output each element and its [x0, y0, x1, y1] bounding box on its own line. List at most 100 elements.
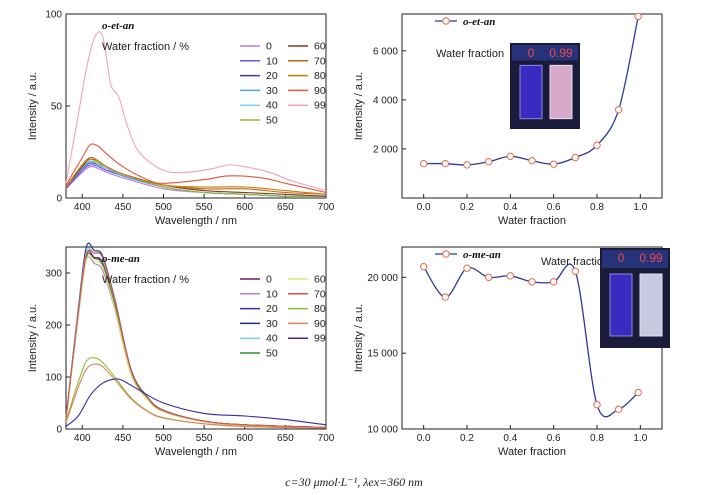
- x-tick-label: 400: [74, 433, 91, 444]
- data-point-3: [484, 273, 493, 282]
- legend-label-10: 10: [266, 55, 278, 67]
- series-line-90: [65, 143, 327, 194]
- vial-photo: 0 0.99: [600, 248, 670, 348]
- x-tick-label: 0.2: [460, 433, 474, 444]
- legend-label-90: 90: [314, 85, 326, 97]
- legend-label-70: 70: [314, 288, 326, 300]
- series-line-80: [65, 158, 327, 195]
- x-tick-label: 0.2: [460, 202, 474, 213]
- y-tick-label: 100: [45, 373, 62, 384]
- legend-label-30: 30: [266, 318, 278, 330]
- vial-right: [549, 64, 573, 120]
- data-point-7: [571, 153, 580, 162]
- data-point-0: [419, 159, 428, 168]
- vial-right: [639, 273, 663, 337]
- data-point-1: [441, 159, 450, 168]
- y-tick-label: 0: [56, 425, 62, 436]
- y-tick-label: 300: [45, 269, 62, 280]
- photo-caps: [602, 250, 668, 268]
- plot-frame: [401, 13, 663, 199]
- x-tick-label: 1.0: [633, 202, 647, 213]
- y-tick-label: 0: [56, 194, 62, 205]
- x-tick-label: 0.6: [547, 202, 561, 213]
- data-point-7: [571, 267, 580, 275]
- x-axis-label: Water fraction: [498, 446, 566, 458]
- x-tick-label: 0.4: [503, 202, 517, 213]
- y-axis-label: Intensity / a.u.: [27, 304, 39, 372]
- y-tick-label: 15 000: [367, 349, 398, 360]
- legend-label-40: 40: [266, 333, 278, 345]
- series-line-70: [65, 249, 327, 428]
- data-point-1: [441, 293, 450, 301]
- series-line-60: [65, 255, 327, 428]
- legend-label-90: 90: [314, 318, 326, 330]
- data-point-6: [549, 278, 558, 286]
- data-point-5: [528, 278, 536, 286]
- x-tick-label: 600: [236, 433, 253, 444]
- vial-left: [609, 273, 633, 337]
- legend-label-99: 99: [314, 333, 326, 345]
- x-tick-label: 1.0: [633, 433, 647, 444]
- x-tick-label: 0.0: [417, 202, 431, 213]
- data-point-4: [506, 272, 515, 280]
- panel-o-me-an-spectra: 400 450 500 550 600 650 7000100200300Wavelengt…: [27, 242, 335, 458]
- legend-label-0: 0: [266, 41, 272, 53]
- y-tick-label: 6 000: [373, 46, 398, 57]
- plot-frame: [65, 246, 327, 430]
- legend-label-10: 10: [266, 288, 278, 300]
- legend-label-80: 80: [314, 303, 326, 315]
- x-tick-label: 650: [277, 433, 294, 444]
- data-point-2: [463, 264, 471, 272]
- x-tick-label: 550: [196, 202, 213, 213]
- data-point-4: [506, 152, 515, 160]
- data-point-2: [463, 161, 471, 169]
- x-tick-label: 0.8: [590, 433, 604, 444]
- photo-label-right: 0.99: [549, 46, 573, 60]
- y-tick-label: 100: [45, 10, 62, 21]
- legend-label-20: 20: [266, 303, 278, 315]
- legend-label-60: 60: [314, 41, 326, 53]
- y-axis-label: Intensity / a.u.: [353, 304, 365, 372]
- y-tick-label: 20 000: [367, 273, 398, 284]
- series-line-99: [65, 378, 327, 427]
- x-tick-label: 0.0: [417, 433, 431, 444]
- y-axis-label: Intensity / a.u.: [353, 72, 365, 140]
- y-tick-label: 200: [45, 321, 62, 332]
- panel-o-et-an-intensity: 0.0 0.2 0.4 0.6 0.8 1.0 2 000 4 000 6 000 Water f…: [353, 12, 663, 227]
- x-tick-label: 500: [155, 202, 172, 213]
- inset-label: Water fraction: [436, 48, 504, 60]
- x-tick-label: 450: [115, 433, 132, 444]
- y-axis-label: Intensity / a.u.: [27, 72, 39, 140]
- data-point-10: [634, 12, 642, 21]
- legend-label-50: 50: [266, 348, 278, 360]
- photo-label-right: 0.99: [639, 251, 663, 265]
- x-tick-label: 550: [196, 433, 213, 444]
- x-tick-label: 0.8: [590, 202, 604, 213]
- x-tick-label: 650: [277, 202, 294, 213]
- x-tick-label: 400: [74, 202, 91, 213]
- legend-label-40: 40: [266, 100, 278, 112]
- photo-label-left: 0: [618, 251, 625, 265]
- legend-swatch-marker: [442, 17, 450, 25]
- data-point-3: [484, 157, 493, 166]
- legend-label-80: 80: [314, 70, 326, 82]
- legend-label: o-me-an: [463, 249, 501, 261]
- inset-label: Water fraction: [541, 256, 609, 268]
- series-line-70: [65, 156, 327, 195]
- legend-swatch-marker: [442, 250, 450, 258]
- x-axis-label: Water fraction: [498, 215, 566, 227]
- legend-title: Water fraction / %: [102, 274, 189, 286]
- x-tick-label: 0.4: [503, 433, 517, 444]
- x-axis-label: Wavelength / nm: [155, 215, 237, 227]
- x-tick-label: 700: [318, 202, 335, 213]
- x-tick-label: 500: [155, 433, 172, 444]
- legend-label-70: 70: [314, 55, 326, 67]
- photo-label-left: 0: [528, 46, 535, 60]
- figure-caption: c=30 μmol·L⁻¹, λex=360 nm: [285, 475, 423, 489]
- legend-title: Water fraction / %: [102, 41, 189, 53]
- panel-title: o-et-an: [102, 20, 134, 32]
- legend-label-0: 0: [266, 274, 272, 286]
- x-tick-label: 0.6: [547, 433, 561, 444]
